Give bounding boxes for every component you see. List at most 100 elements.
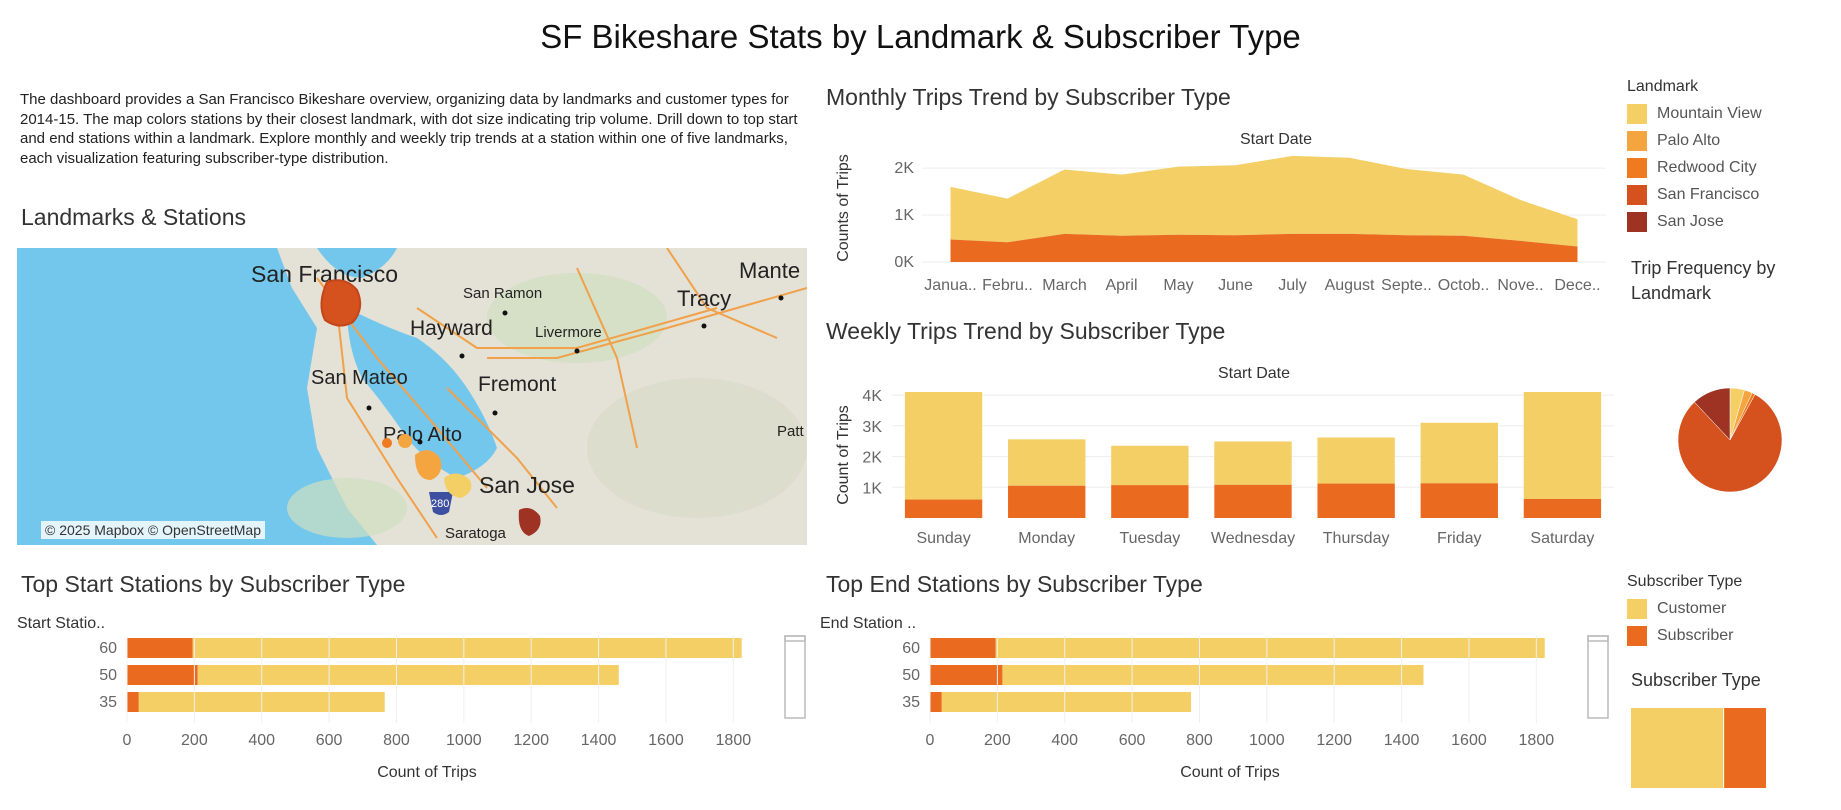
weekly-bar-subscriber <box>1111 485 1189 518</box>
monthly-trend-chart[interactable]: Start Date Counts of Trips 0K 1K 2K Janua.. Fe… <box>826 124 1616 302</box>
pie-slice-san-francisco <box>1677 394 1783 493</box>
monthly-x-tick: May <box>1163 277 1193 294</box>
weekly-x-tick: Tuesday <box>1119 530 1180 547</box>
landmark-legend-item[interactable]: Redwood City <box>1627 154 1827 181</box>
landmark-legend-swatch <box>1627 184 1647 205</box>
top-start-x-tick: 400 <box>248 732 275 749</box>
station-bubble-san-jose <box>518 508 541 536</box>
station-bubble-san-francisco <box>320 279 362 327</box>
map-credit[interactable]: © 2025 Mapbox © OpenStreetMap <box>41 521 265 539</box>
monthly-x-tick: July <box>1278 277 1306 294</box>
map-label-san-jose: San Jose <box>479 472 575 498</box>
subscriber-legend-item[interactable]: Customer <box>1627 595 1827 622</box>
landmarks-map[interactable]: San Francisco San Ramon Mante Tracy Hayw… <box>17 248 807 545</box>
landmark-legend-label: San Jose <box>1657 212 1724 230</box>
monthly-area-subscriber <box>950 233 1578 262</box>
landmark-legend[interactable]: Landmark Mountain View Palo Alto Redwood C… <box>1627 78 1827 235</box>
map-label-palo-alto: Palo Alto <box>383 424 462 446</box>
top-start-x-tick: 1800 <box>716 732 752 749</box>
top-end-chart[interactable]: End Station .. 60 50 35 0 200 400 600 800 1000 120… <box>820 610 1610 800</box>
top-start-x-tick: 0 <box>123 732 132 749</box>
monthly-x-tick: Octob.. <box>1438 277 1490 294</box>
subscriber-legend[interactable]: Subscriber Type Customer Subscriber <box>1627 573 1827 649</box>
top-start-x-tick: 1200 <box>513 732 549 749</box>
top-start-y-tick: 35 <box>99 694 117 711</box>
top-start-x-tick: 1600 <box>648 732 684 749</box>
weekly-x-tick: Wednesday <box>1211 530 1295 547</box>
weekly-y-tick: 1K <box>862 480 882 497</box>
landmark-legend-label: Mountain View <box>1657 104 1762 122</box>
map-canvas[interactable]: San Francisco San Ramon Mante Tracy Hayw… <box>17 248 807 545</box>
landmark-legend-item[interactable]: San Jose <box>1627 208 1827 235</box>
subscriber-legend-swatch <box>1627 598 1647 619</box>
map-label-san-francisco: San Francisco <box>251 261 398 287</box>
landmark-legend-item[interactable]: Mountain View <box>1627 100 1827 127</box>
top-start-x-tick: 1400 <box>581 732 617 749</box>
weekly-bar-customer <box>904 392 983 500</box>
top-start-chart[interactable]: Start Statio.. 60 50 35 0 200 400 600 800 1000 120… <box>17 610 807 800</box>
weekly-y-tick: 2K <box>862 450 882 467</box>
top-end-x-tick: 0 <box>926 732 935 749</box>
weekly-subtitle: Start Date <box>1218 365 1290 382</box>
top-start-x-tick: 800 <box>383 732 410 749</box>
weekly-bar-customer <box>1523 392 1602 499</box>
top-end-bar-subscriber <box>930 692 942 712</box>
map-bay-north <box>317 248 397 278</box>
top-end-x-axis-label: Count of Trips <box>1180 764 1280 781</box>
top-end-scrollbar-thumb <box>1587 635 1609 642</box>
top-start-x-tick: 1000 <box>446 732 482 749</box>
weekly-bar-customer <box>1214 441 1292 485</box>
top-end-x-tick: 1400 <box>1384 732 1420 749</box>
subscriber-legend-item[interactable]: Subscriber <box>1627 622 1827 649</box>
top-end-x-tick: 400 <box>1051 732 1078 749</box>
map-city-dots <box>366 295 784 445</box>
subscriber-legend-title: Subscriber Type <box>1627 573 1743 590</box>
landmark-legend-item[interactable]: Palo Alto <box>1627 127 1827 154</box>
dashboard-title: SF Bikeshare Stats by Landmark & Subscri… <box>540 18 1301 55</box>
top-end-x-tick: 1200 <box>1316 732 1352 749</box>
landmark-legend-swatch <box>1627 130 1647 151</box>
top-end-y-tick: 35 <box>902 694 920 711</box>
subscriber-legend-label: Subscriber <box>1657 626 1734 644</box>
weekly-trend-chart[interactable]: Start Date Count of Trips 1K 2K 3K 4K Sunday Mo… <box>826 358 1616 552</box>
landmark-pie-chart[interactable] <box>1670 380 1790 500</box>
top-start-y-axis-label: Start Statio.. <box>17 615 105 632</box>
monthly-x-tick: Janua.. <box>924 277 976 294</box>
map-label-hayward: Hayward <box>410 317 493 340</box>
monthly-subtitle: Start Date <box>1240 131 1312 148</box>
monthly-y-tick: 0K <box>894 254 914 271</box>
pie-slice-san-jose <box>1694 387 1731 441</box>
map-label-mante: Mante <box>739 258 800 283</box>
top-end-x-tick: 1600 <box>1451 732 1487 749</box>
top-start-title: Top Start Stations by Subscriber Type <box>21 571 406 597</box>
top-start-bar-customer <box>197 665 619 685</box>
top-end-bar-subscriber <box>930 638 996 658</box>
subscriber-share-chart[interactable] <box>1631 708 1781 792</box>
monthly-x-tick: Febru.. <box>982 277 1033 294</box>
monthly-y-axis-label: Counts of Trips <box>835 154 852 262</box>
top-start-y-tick: 60 <box>99 640 117 657</box>
subscriber-share-title: Subscriber Type <box>1631 670 1761 690</box>
landmark-legend-label: San Francisco <box>1657 185 1760 203</box>
weekly-y-axis-label: Count of Trips <box>835 405 852 505</box>
top-start-y-tick: 50 <box>99 667 117 684</box>
top-start-bar-subscriber <box>127 638 193 658</box>
top-end-x-tick: 600 <box>1119 732 1146 749</box>
top-end-scrollbar <box>1587 635 1609 719</box>
monthly-x-tick: April <box>1105 277 1137 294</box>
top-start-bar-customer <box>192 638 742 658</box>
top-start-scrollbar <box>784 635 806 719</box>
pie-title: Trip Frequency by Landmark <box>1631 258 1776 303</box>
highway-280-shield <box>429 492 453 515</box>
station-bubbles <box>320 279 541 536</box>
weekly-bar-subscriber <box>1317 483 1395 518</box>
map-label-fremont: Fremont <box>478 373 556 396</box>
top-end-title: Top End Stations by Subscriber Type <box>826 571 1203 597</box>
landmark-legend-item[interactable]: San Francisco <box>1627 181 1827 208</box>
map-hills-3 <box>287 478 407 538</box>
map-label-tracy: Tracy <box>677 286 731 311</box>
weekly-x-tick: Sunday <box>916 530 970 547</box>
landmark-legend-label: Redwood City <box>1657 158 1757 176</box>
top-end-x-tick: 1800 <box>1519 732 1555 749</box>
weekly-x-tick: Thursday <box>1323 530 1390 547</box>
